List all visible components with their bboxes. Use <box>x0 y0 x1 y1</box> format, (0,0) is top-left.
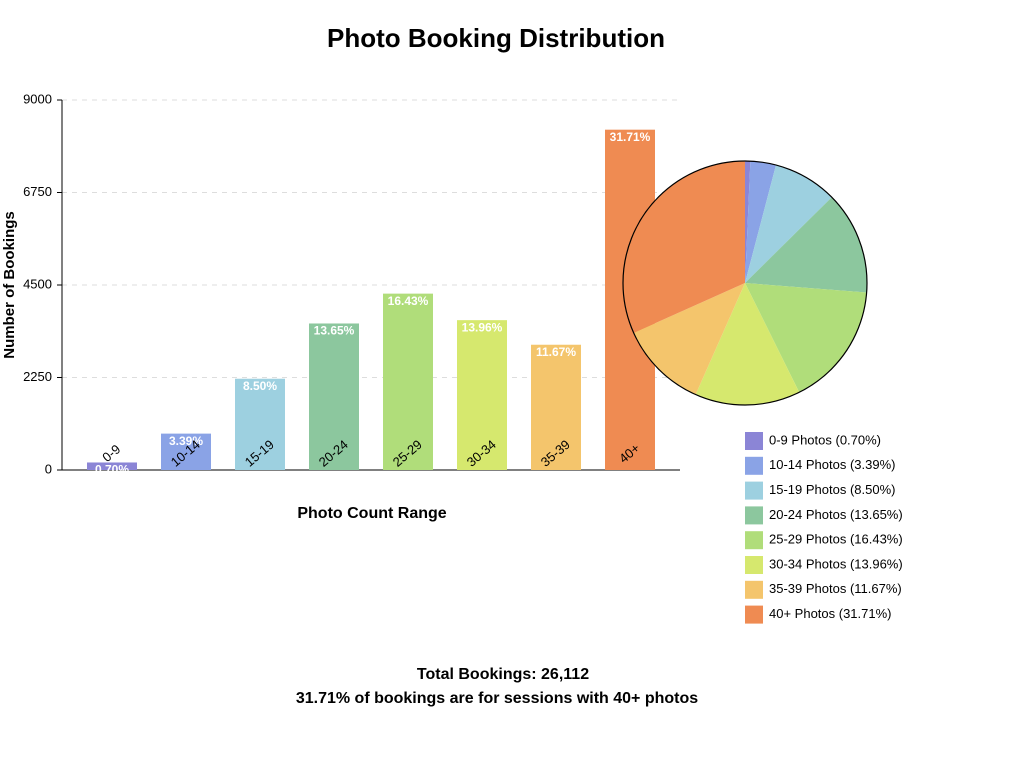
legend-swatch <box>745 506 763 525</box>
pie-slice <box>633 283 745 395</box>
y-tick-label: 6750 <box>23 184 52 199</box>
bar <box>161 433 211 470</box>
bar-value-label: 31.71% <box>610 130 651 144</box>
legend-label: 0-9 Photos (0.70%) <box>769 432 881 447</box>
y-tick-label: 9000 <box>23 91 52 106</box>
y-tick-label: 4500 <box>23 276 52 291</box>
y-axis-label: Number of Bookings <box>1 211 18 359</box>
legend-swatch <box>745 605 763 624</box>
bar-value-label: 13.65% <box>314 324 355 338</box>
legend-label: 30-34 Photos (13.96%) <box>769 556 903 571</box>
y-tick-label: 0 <box>45 461 52 476</box>
pie-slice <box>745 283 867 393</box>
pie-slice <box>745 165 832 283</box>
pie-slice <box>745 161 751 283</box>
legend-label: 35-39 Photos (11.67%) <box>769 581 902 596</box>
bar-value-label: 11.67% <box>536 345 576 359</box>
footer-note: 31.71% of bookings are for sessions with… <box>296 690 698 707</box>
legend-label: 20-24 Photos (13.65%) <box>769 507 903 522</box>
legend-swatch <box>745 556 763 574</box>
legend-swatch <box>745 531 763 550</box>
bar-value-label: 0.70% <box>95 463 129 477</box>
pie-slice <box>745 197 867 293</box>
bar-value-label: 8.50% <box>243 379 277 393</box>
x-tick-label: 0-9 <box>99 441 123 465</box>
footer-total: Total Bookings: 26,112 <box>417 666 589 683</box>
legend-swatch <box>745 432 763 450</box>
bar <box>383 293 433 470</box>
bar <box>309 323 359 470</box>
pie-slice <box>695 283 800 405</box>
y-tick-label: 2250 <box>23 369 52 384</box>
legend-label: 40+ Photos (31.71%) <box>769 606 892 621</box>
chart-title: Photo Booking Distribution <box>327 23 665 53</box>
x-axis-label: Photo Count Range <box>297 505 446 522</box>
bar <box>87 462 137 470</box>
legend-swatch <box>745 580 763 599</box>
legend-swatch <box>745 481 763 500</box>
bar <box>235 378 285 470</box>
pie-slice <box>745 161 777 283</box>
legend-label: 10-14 Photos (3.39%) <box>769 457 895 472</box>
bar-value-label: 13.96% <box>462 320 503 334</box>
bar-value-label: 3.39% <box>169 434 203 448</box>
pie-slice <box>623 161 745 333</box>
legend-label: 25-29 Photos (16.43%) <box>769 532 903 547</box>
legend-swatch <box>745 456 763 475</box>
legend-label: 15-19 Photos (8.50%) <box>769 482 895 497</box>
bar <box>457 320 507 470</box>
bar-value-label: 16.43% <box>388 294 429 308</box>
bar <box>531 344 581 470</box>
pie-outline <box>622 160 868 406</box>
